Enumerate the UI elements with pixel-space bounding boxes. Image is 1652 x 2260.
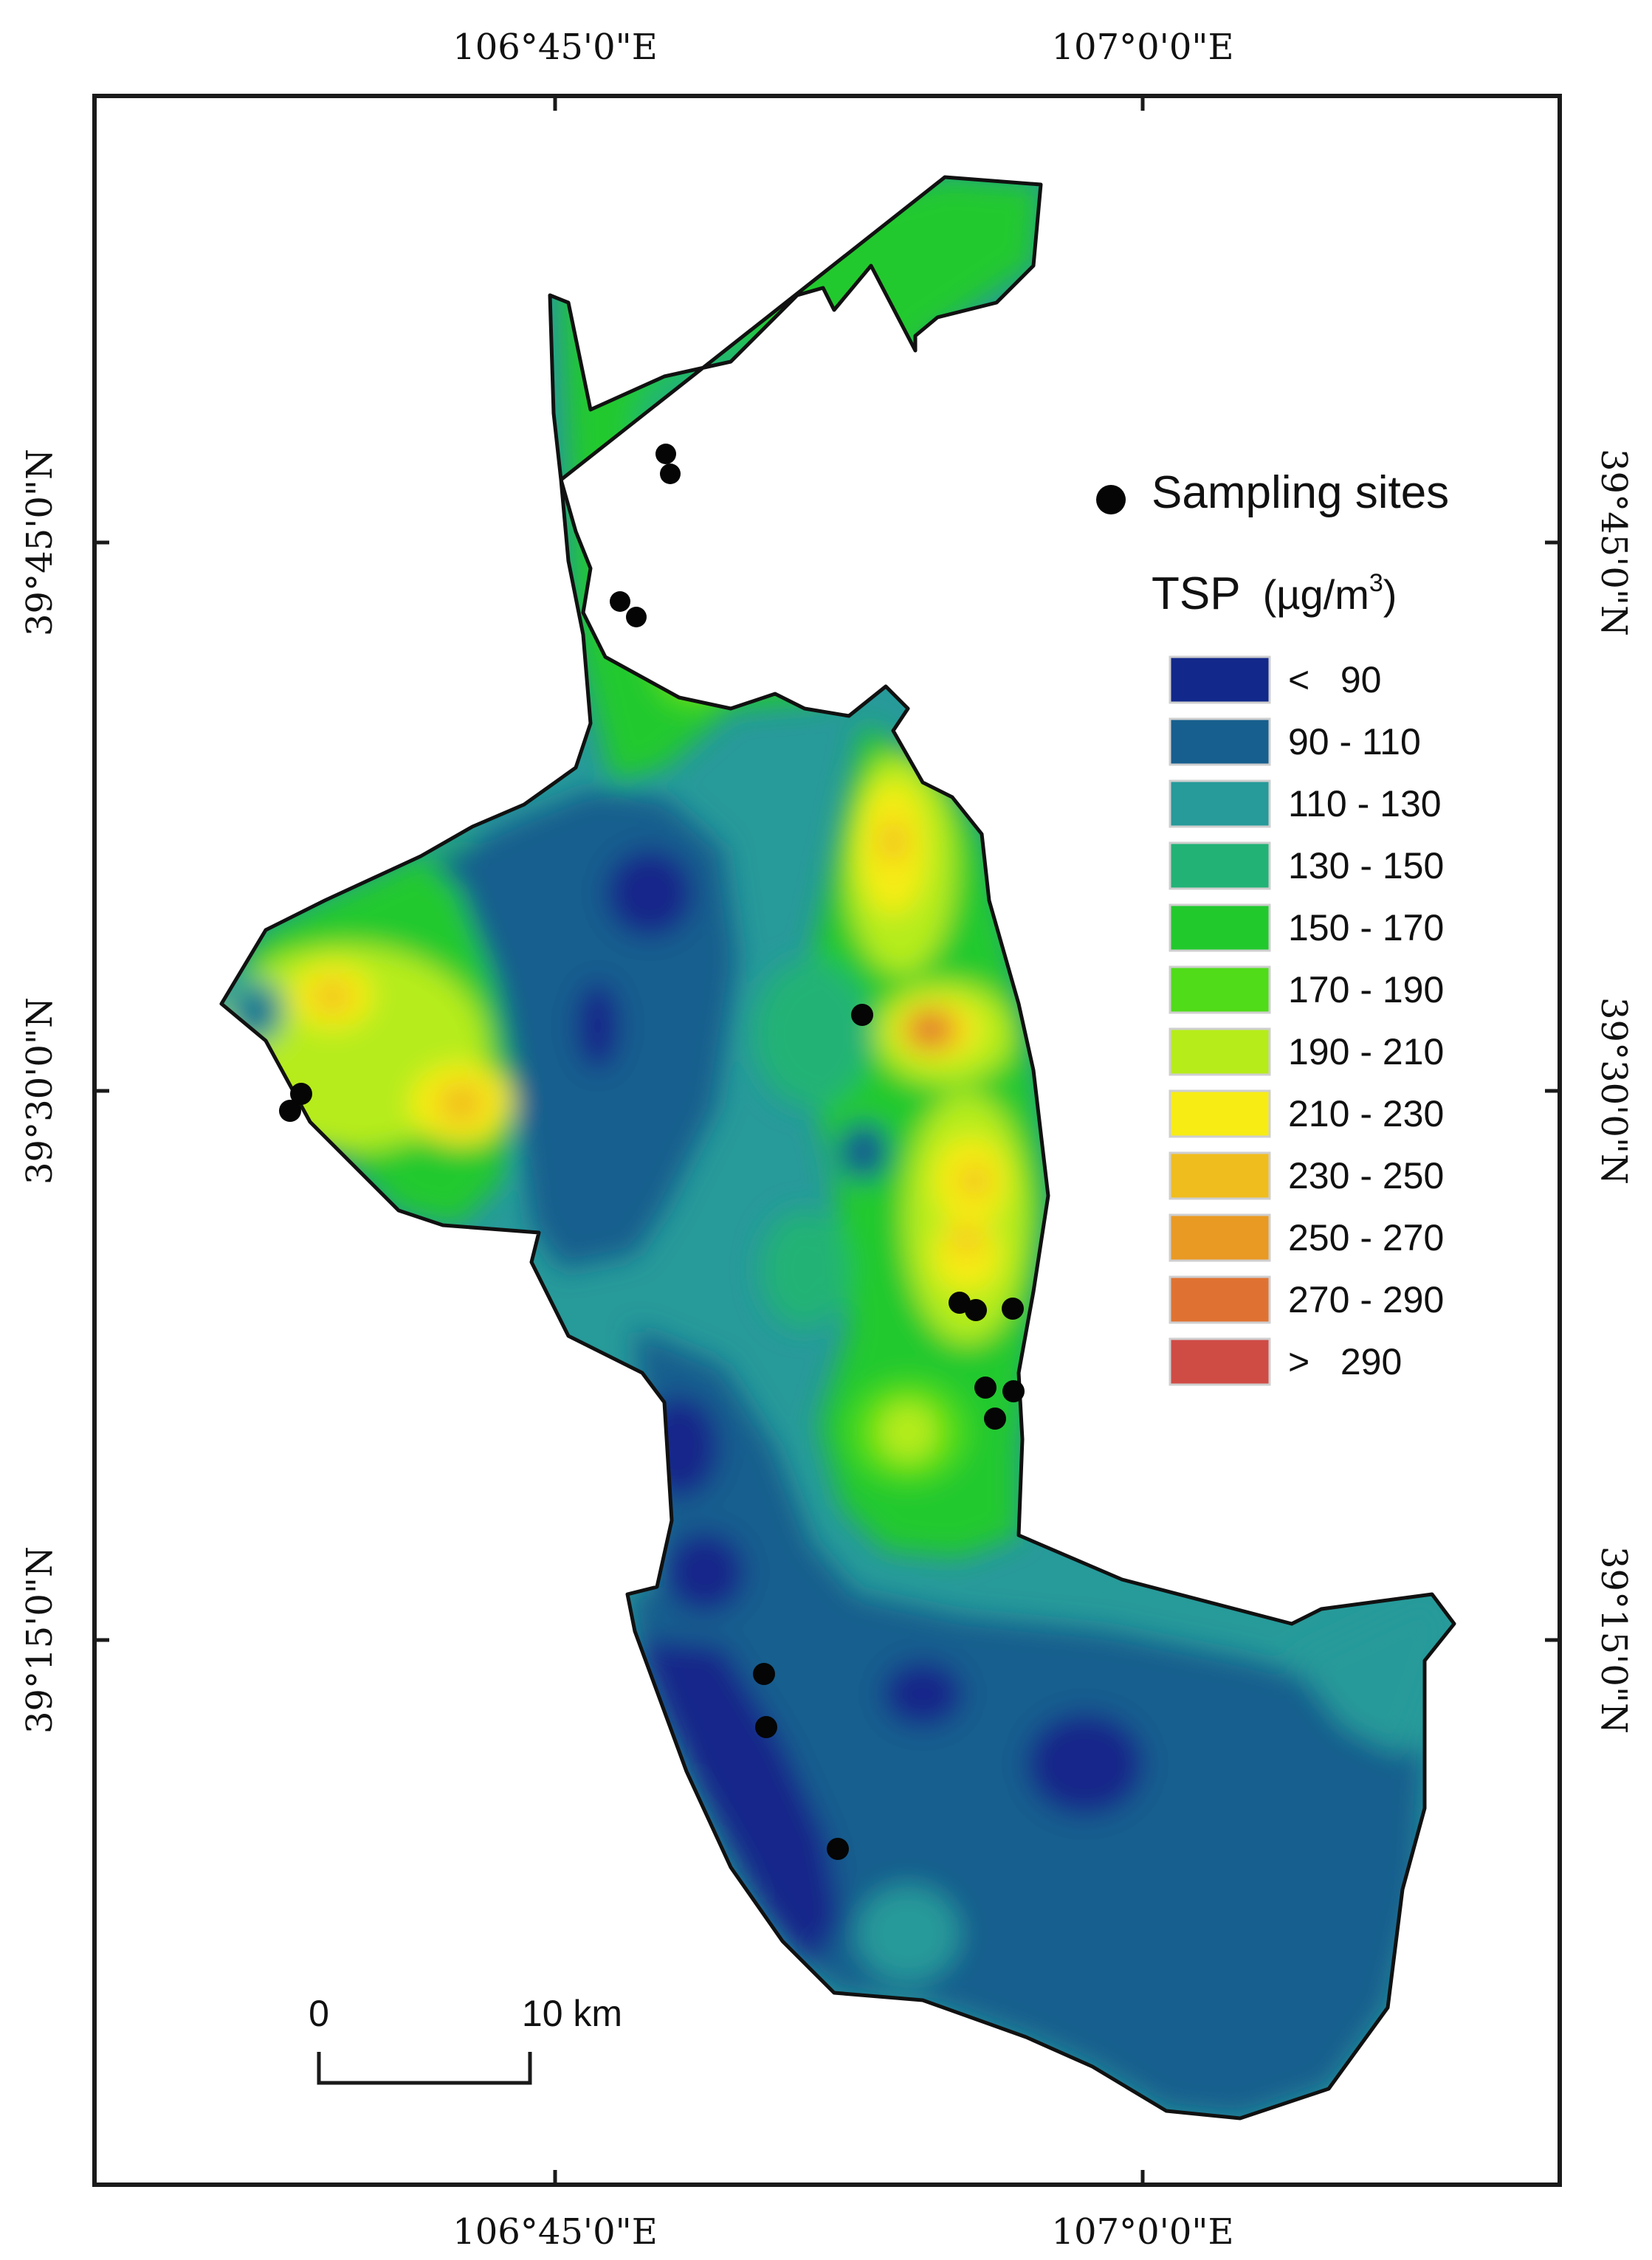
sampling-site xyxy=(965,1299,987,1321)
right-tick-label-3: 39°15'0"N xyxy=(1593,1546,1634,1734)
legend-swatch xyxy=(1169,1275,1271,1324)
scale-bar-line xyxy=(317,2052,532,2085)
legend-class-label: 210 - 230 xyxy=(1288,1093,1444,1134)
legend-classes: < 90 90 - 110 110 - 130 130 - 150 150 - 170 1… xyxy=(1169,655,1444,1386)
sampling-site xyxy=(851,1004,873,1026)
study-area-outline xyxy=(219,175,1456,2121)
legend-swatch xyxy=(1169,1213,1271,1262)
legend-sites-label: Sampling sites xyxy=(1152,467,1449,518)
sampling-sites xyxy=(279,444,1025,1860)
sampling-site xyxy=(1002,1298,1024,1320)
legend: Sampling sites TSP (µg/m3) < 90 90 - 110 11… xyxy=(1096,467,1449,1386)
legend-swatch xyxy=(1169,1089,1271,1138)
top-tick-label-1: 106°45'0"E xyxy=(452,27,658,68)
sampling-site xyxy=(655,444,676,464)
sampling-site-legend-marker xyxy=(1096,485,1126,514)
sampling-site xyxy=(279,1100,301,1122)
legend-class-label: 230 - 250 xyxy=(1288,1155,1444,1196)
sampling-site xyxy=(974,1377,997,1399)
graticule-ticks xyxy=(94,96,1560,2185)
legend-title: TSP (µg/m3) xyxy=(1152,568,1397,619)
sampling-site xyxy=(626,607,647,627)
top-tick-label-2: 107°0'0"E xyxy=(1051,27,1233,68)
left-tick-label-3: 39°15'0"N xyxy=(19,1546,61,1734)
legend-swatch xyxy=(1169,717,1271,766)
legend-swatch xyxy=(1169,903,1271,952)
legend-swatch xyxy=(1169,1337,1271,1386)
legend-swatch xyxy=(1169,779,1271,828)
sampling-site xyxy=(984,1408,1006,1430)
legend-class-label: 130 - 150 xyxy=(1288,845,1444,886)
right-tick-label-1: 39°45'0"N xyxy=(1593,449,1634,636)
legend-swatch xyxy=(1169,1027,1271,1076)
sampling-site xyxy=(827,1838,849,1860)
legend-class-label: 170 - 190 xyxy=(1288,969,1444,1010)
bottom-tick-label-1: 106°45'0"E xyxy=(452,2211,658,2253)
legend-class-label: 270 - 290 xyxy=(1288,1279,1444,1320)
sampling-site xyxy=(610,591,630,612)
left-tick-label-2: 39°30'0"N xyxy=(19,997,61,1185)
scale-bar-end-label: 10 km xyxy=(522,1993,622,2034)
scale-bar-start-label: 0 xyxy=(309,1993,329,2034)
legend-class-label: 250 - 270 xyxy=(1288,1217,1444,1258)
right-tick-label-2: 39°30'0"N xyxy=(1593,997,1634,1185)
legend-swatch xyxy=(1169,841,1271,890)
legend-class-label: 110 - 130 xyxy=(1288,783,1442,824)
legend-swatch xyxy=(1169,1151,1271,1200)
legend-swatch xyxy=(1169,655,1271,704)
legend-class-label: > 290 xyxy=(1288,1341,1402,1382)
sampling-site xyxy=(1002,1380,1025,1402)
bottom-tick-label-2: 107°0'0"E xyxy=(1051,2211,1233,2253)
legend-class-label: < 90 xyxy=(1288,659,1382,700)
sampling-site xyxy=(660,464,681,484)
legend-class-label: 150 - 170 xyxy=(1288,907,1444,948)
sampling-site xyxy=(755,1716,777,1738)
left-tick-label-1: 39°45'0"N xyxy=(19,449,61,636)
legend-class-label: 90 - 110 xyxy=(1288,721,1421,762)
sampling-site xyxy=(290,1083,312,1105)
legend-class-label: 190 - 210 xyxy=(1288,1031,1444,1072)
legend-swatch xyxy=(1169,965,1271,1014)
sampling-site xyxy=(753,1663,775,1685)
scale-bar: 0 10 km xyxy=(309,1993,622,2085)
